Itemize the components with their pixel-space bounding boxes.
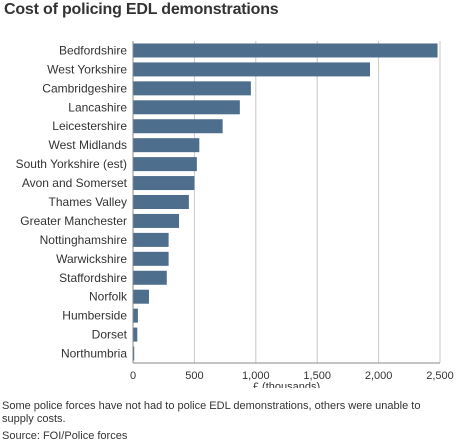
x-tick-label-3: 1,500 [303,370,331,382]
bar-13 [133,270,167,285]
bar-14 [133,289,149,304]
category-label-7: South Yorkshire (est) [16,157,127,171]
chart-source: Source: FOI/Police forces [2,430,128,442]
bar-11 [133,232,169,247]
category-label-1: Bedfordshire [59,43,127,57]
bar-9 [133,195,189,209]
x-tick-label-1: 500 [185,370,203,382]
bar-5 [133,119,223,134]
category-label-9: Thames Valley [49,195,127,209]
category-label-15: Humberside [62,309,127,323]
category-label-11: Nottinghamshire [40,233,128,247]
chart-footnote: Some police forces have not had to polic… [2,400,421,425]
category-label-17: Northumbria [61,347,127,361]
x-tick-label-0: 0 [130,370,136,382]
category-label-12: Warwickshire [56,252,127,266]
x-tick-label-2: 1,000 [242,370,270,382]
x-tick-label-5: 2,500 [426,370,454,382]
bar-17 [133,346,135,361]
chart-area: Bedfordshire West Yorkshire Cambridgeshire… [0,33,465,393]
bar-chart: Bedfordshire West Yorkshire Cambridgeshire… [16,41,454,393]
x-axis-label: £ (thousands) [253,381,320,388]
bar-16 [133,327,138,342]
category-label-8: Avon and Somerset [22,176,128,190]
category-label-10: Greater Manchester [20,214,127,228]
bar-3 [133,81,251,96]
bar-15 [133,308,138,323]
bar-10 [133,213,180,228]
bar-12 [133,251,169,266]
bar-7 [133,157,197,172]
bar-1 [133,43,438,58]
category-label-13: Staffordshire [59,271,127,285]
chart-title: Cost of policing EDL demonstrations [4,1,279,18]
x-tick-label-4: 2,000 [365,370,393,382]
category-label-5: Leicestershire [52,119,127,133]
bar-2 [133,62,371,77]
bar-4 [133,100,240,115]
category-label-16: Dorset [92,328,128,342]
bar-6 [133,138,200,153]
category-label-14: Norfolk [89,290,128,304]
bar-8 [133,176,195,191]
category-label-2: West Yorkshire [47,62,127,76]
category-label-4: Lancashire [68,100,127,114]
category-label-6: West Midlands [49,138,127,152]
category-label-3: Cambridgeshire [42,81,127,95]
